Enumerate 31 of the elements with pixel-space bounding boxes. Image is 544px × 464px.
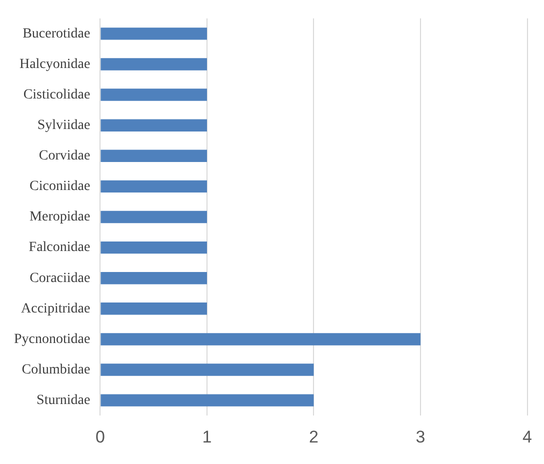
y-tick-label: Falconidae: [28, 240, 90, 256]
y-tick-label: Sylviidae: [37, 118, 90, 134]
bar: [100, 180, 207, 193]
bar: [100, 210, 207, 224]
bar: [100, 88, 207, 101]
bar: [100, 150, 207, 162]
y-tick-label: Columbidae: [22, 362, 90, 378]
y-tick-label: Accipitridae: [21, 301, 90, 316]
y-tick-label: Coraciidae: [30, 270, 90, 286]
y-tick-label: Sturnidae: [36, 392, 90, 408]
x-tick-label: 0: [95, 427, 105, 446]
bar: [100, 394, 314, 406]
bar: [100, 272, 207, 284]
y-tick-label: Bucerotidae: [22, 26, 90, 42]
y-tick-label: Pycnonotidae: [14, 332, 90, 347]
bar: [100, 58, 207, 70]
y-tick-label: Cisticolidae: [23, 87, 90, 102]
bar: [100, 241, 207, 254]
y-tick-label: Ciconiidae: [30, 179, 90, 194]
x-tick-label: 2: [309, 427, 318, 446]
x-tick-label: 3: [416, 427, 426, 446]
y-tick-label: Corvidae: [38, 148, 90, 164]
x-tick-label: 1: [202, 427, 212, 446]
bar: [100, 333, 421, 346]
y-tick-label: Halcyonidae: [19, 56, 90, 72]
bar: [100, 364, 314, 376]
bar: [100, 302, 207, 315]
x-tick-label: 4: [522, 427, 532, 446]
bar: [100, 119, 207, 132]
bar: [100, 28, 207, 40]
y-tick-label: Meropidae: [30, 210, 90, 225]
